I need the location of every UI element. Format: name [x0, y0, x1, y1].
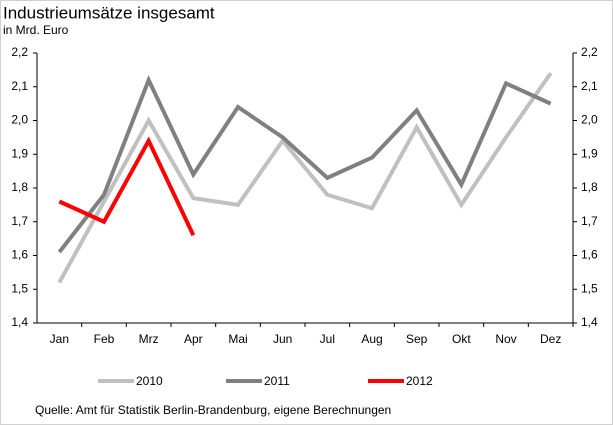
y2-tick-label: 2,2	[581, 45, 598, 59]
y2-tick-label: 1,9	[581, 146, 598, 160]
x-tick-label: Mrz	[139, 332, 159, 346]
x-tick-label: Nov	[495, 332, 516, 346]
y-tick-label: 2,0	[11, 113, 28, 127]
x-tick-label: Jan	[50, 332, 69, 346]
source-note: Quelle: Amt für Statistik Berlin-Branden…	[35, 403, 391, 417]
x-tick-label: Dez	[540, 332, 561, 346]
x-tick-label: Mai	[228, 332, 247, 346]
legend-label: 2011	[264, 374, 290, 388]
y2-tick-label: 2,0	[581, 113, 598, 127]
x-tick-label: Aug	[361, 332, 382, 346]
y-tick-label: 1,5	[11, 281, 28, 295]
chart-title: Industrieumsätze insgesamt	[3, 3, 215, 22]
chart-subtitle: in Mrd. Euro	[3, 23, 69, 37]
series-line	[58, 136, 196, 237]
y-tick-label: 1,4	[11, 315, 28, 329]
series-line	[57, 74, 552, 254]
y-tick-label: 1,8	[11, 180, 28, 194]
y-tick-label: 2,1	[11, 79, 28, 93]
y2-tick-label: 1,5	[581, 281, 598, 295]
x-tick-label: Okt	[452, 332, 471, 346]
legend-label: 2012	[406, 374, 433, 388]
y2-tick-label: 2,1	[581, 79, 598, 93]
y-tick-label: 1,7	[11, 214, 28, 228]
x-tick-label: Jul	[320, 332, 335, 346]
x-tick-label: Apr	[184, 332, 203, 346]
y2-tick-label: 1,8	[581, 180, 598, 194]
series-line	[57, 72, 553, 284]
y2-tick-label: 1,7	[581, 214, 598, 228]
y2-tick-label: 1,4	[581, 315, 598, 329]
x-tick-label: Feb	[94, 332, 115, 346]
y-tick-label: 2,2	[11, 45, 28, 59]
y-tick-label: 1,9	[11, 146, 28, 160]
x-tick-label: Sep	[406, 332, 428, 346]
x-tick-label: Jun	[273, 332, 292, 346]
y-tick-label: 1,6	[11, 248, 28, 262]
legend-label: 2010	[136, 374, 163, 388]
y2-tick-label: 1,6	[581, 248, 598, 262]
